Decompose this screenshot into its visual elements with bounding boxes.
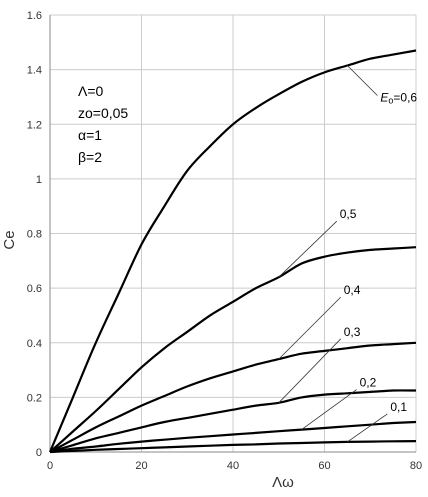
- label-leader-line: [278, 220, 338, 278]
- series-line: [49, 389, 417, 454]
- axis-layer: 0 0.2 0.4 0.6 0.8 1 1.2 1.4 1.6 0 20 40 60 80: [27, 10, 422, 472]
- x-tick-label: 20: [135, 460, 147, 472]
- x-tick-label: 40: [227, 460, 239, 472]
- y-axis-label: Ce: [1, 230, 18, 249]
- param-alpha: α=1: [78, 127, 102, 143]
- y-tick-label: 1.2: [27, 119, 42, 131]
- y-tick-label: 0: [36, 447, 42, 459]
- y-tick-label: 0.4: [27, 338, 42, 350]
- y-tick-label: 0.8: [27, 229, 42, 241]
- series-label: 0,3: [344, 325, 361, 339]
- y-tick-label: 0.6: [27, 283, 42, 295]
- x-tick-label: 80: [410, 460, 422, 472]
- label-leader-line: [278, 338, 342, 404]
- y-tick-label: 1.4: [27, 65, 42, 77]
- label-leader-line: [301, 389, 357, 430]
- y-tick-label: 1.6: [27, 10, 42, 22]
- param-lambda: Λ=0: [78, 83, 104, 99]
- series-line: [48, 49, 417, 453]
- label-leader-line: [278, 296, 342, 360]
- series-line: [49, 341, 417, 453]
- y-tick-label: 1: [36, 174, 42, 186]
- parameter-box: Λ=0 zo=0,05 α=1 β=2: [78, 83, 128, 165]
- series-line: [49, 420, 417, 454]
- leader-layer: [278, 65, 388, 443]
- series-label: 0,1: [390, 400, 407, 414]
- series-line: [49, 246, 417, 453]
- series-label: 0,2: [360, 376, 377, 390]
- label-leader-line: [347, 65, 378, 96]
- series-label: 0,5: [340, 207, 357, 221]
- x-tick-label: 60: [318, 460, 330, 472]
- param-zo: zo=0,05: [78, 105, 128, 121]
- label-leader-line: [347, 413, 388, 443]
- series-label: Eo=0,6: [380, 91, 417, 106]
- y-tick-label: 0.2: [27, 392, 42, 404]
- param-beta: β=2: [78, 149, 102, 165]
- x-axis-label: Λω: [272, 474, 294, 491]
- x-tick-label: 0: [47, 460, 53, 472]
- series-line: [49, 440, 417, 454]
- series-label: 0,4: [344, 283, 361, 297]
- series-layer: [48, 49, 417, 454]
